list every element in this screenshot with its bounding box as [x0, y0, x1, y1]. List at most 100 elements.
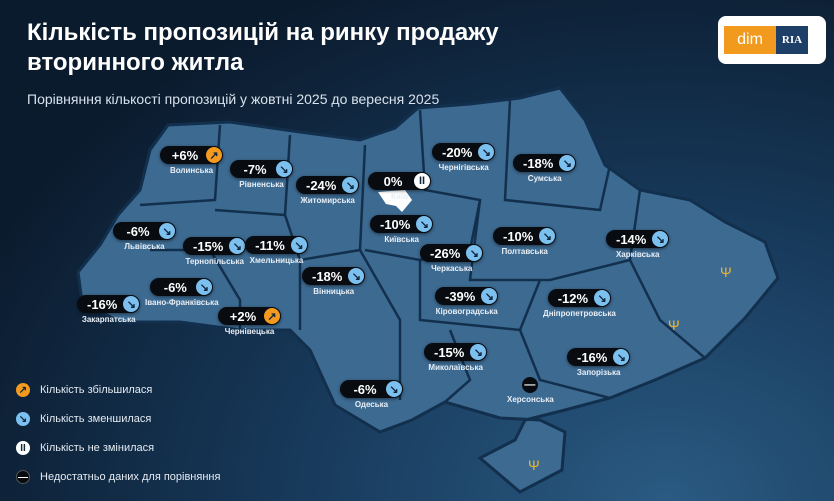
trident-icon: Ψ	[528, 457, 540, 473]
trident-icon: Ψ	[668, 317, 680, 333]
trend-down-icon: ↘	[652, 231, 669, 247]
region-value: +2%	[229, 308, 257, 324]
region-name: Чернівецька	[224, 327, 275, 336]
region-7[interactable]: -15% ↘ Тернопільська	[183, 237, 247, 266]
region-value: -15%	[434, 344, 465, 360]
trend-down-icon: ↘	[613, 349, 630, 365]
region-22[interactable]: — Херсонська	[507, 377, 554, 404]
legend-item: ↗ Кількість збільшилася	[16, 383, 152, 397]
legend-label: Кількість не змінилася	[40, 442, 155, 454]
region-value: -6%	[163, 279, 187, 295]
region-13[interactable]: -18% ↘ Вінницька	[302, 267, 366, 296]
region-name: Харківська	[615, 250, 660, 259]
region-value: -16%	[87, 296, 118, 312]
region-name: Кіровоградська	[435, 307, 498, 316]
region-name: Тернопільська	[185, 257, 244, 266]
region-17[interactable]: -16% ↘ Закарпатська	[77, 295, 141, 324]
region-name: Запорізька	[576, 368, 621, 377]
region-name: Сумська	[527, 174, 562, 183]
region-name: Житомирська	[300, 196, 355, 205]
trend-up-icon: ↗	[264, 308, 280, 324]
region-name: Черкаська	[431, 264, 473, 273]
trend-down-icon: ↘	[481, 288, 498, 304]
region-name: Одеська	[354, 400, 389, 409]
region-value: -10%	[503, 228, 534, 244]
region-name: Київ	[391, 192, 408, 201]
region-1[interactable]: -7% ↘ Рівненська	[230, 160, 293, 189]
region-badge: -16% ↘	[77, 295, 141, 313]
legend-label: Кількість зменшилася	[40, 413, 152, 425]
region-4[interactable]: -20% ↘ Чернігівська	[432, 143, 496, 172]
region-value: -11%	[255, 237, 285, 253]
region-value: -6%	[126, 223, 150, 239]
page-title: Кількість пропозицій на ринку продажу вт…	[27, 19, 499, 76]
region-value: -12%	[557, 290, 589, 306]
trend-down-icon: ↘	[416, 216, 433, 232]
no-data-icon: —	[521, 377, 538, 393]
region-15[interactable]: -12% ↘ Дніпропетровська	[543, 289, 616, 318]
trend-na-icon: —	[16, 470, 30, 484]
region-value: -18%	[312, 268, 343, 284]
trend-down-icon: ↘	[478, 144, 495, 160]
trend-down-icon: ↘	[559, 155, 576, 171]
region-8[interactable]: -11% ↘ Хмельницька	[245, 236, 308, 265]
region-12[interactable]: -14% ↘ Харківська	[606, 230, 670, 259]
region-badge: -26% ↘	[420, 244, 484, 262]
region-11[interactable]: -10% ↘ Полтавська	[493, 227, 557, 256]
region-value: -15%	[193, 238, 224, 254]
trend-down-icon: ↘	[594, 290, 611, 306]
region-value: 0%	[383, 173, 403, 189]
region-name: Рівненська	[239, 180, 284, 189]
region-badge: -10% ↘	[370, 215, 434, 233]
logo-ria: RIA	[776, 26, 808, 54]
region-badge: -18% ↘	[302, 267, 366, 285]
region-badge: -12% ↘	[547, 289, 612, 307]
legend-item: — Недостатньо даних для порівняння	[16, 470, 220, 484]
trend-same-icon: II	[16, 441, 30, 455]
region-badge: -14% ↘	[606, 230, 670, 248]
region-name: Львівська	[124, 242, 165, 251]
region-19[interactable]: -15% ↘ Миколаївська	[424, 343, 488, 372]
region-value: +6%	[171, 147, 199, 163]
dimria-logo[interactable]: dim RIA	[718, 16, 826, 64]
region-21[interactable]: -6% ↘ Одеська	[340, 380, 403, 409]
region-name: Волинська	[169, 166, 214, 175]
region-name: Київська	[384, 235, 419, 244]
region-16[interactable]: -6% ↘ Івано-Франківська	[145, 278, 219, 307]
region-name: Миколаївська	[428, 363, 483, 372]
region-name: Вінницька	[313, 287, 355, 296]
region-badge: -7% ↘	[230, 160, 293, 178]
trend-down-icon: ↘	[291, 237, 307, 253]
region-badge: -11% ↘	[245, 236, 308, 254]
region-2[interactable]: -24% ↘ Житомирська	[296, 176, 360, 205]
trend-down-icon: ↘	[159, 223, 175, 239]
legend-item: II Кількість не змінилася	[16, 441, 154, 455]
region-3[interactable]: 0% II Київ	[368, 172, 431, 201]
region-10[interactable]: -26% ↘ Черкаська	[420, 244, 484, 273]
region-badge: -6% ↘	[150, 278, 214, 296]
trend-down-icon: ↘	[539, 228, 556, 244]
trend-down-icon: ↘	[123, 296, 140, 312]
trend-same-icon: II	[414, 173, 430, 189]
region-value: -6%	[353, 381, 377, 397]
region-badge: -10% ↘	[493, 227, 557, 245]
region-badge: -6% ↘	[113, 222, 176, 240]
trend-up-icon: ↗	[206, 147, 222, 163]
region-name: Закарпатська	[81, 315, 136, 324]
trend-down-icon: ↘	[342, 177, 359, 193]
region-5[interactable]: -18% ↘ Сумська	[513, 154, 577, 183]
region-6[interactable]: -6% ↘ Львівська	[113, 222, 176, 251]
region-0[interactable]: +6% ↗ Волинська	[160, 146, 223, 175]
region-value: -20%	[442, 144, 473, 160]
region-9[interactable]: -10% ↘ Київська	[370, 215, 434, 244]
region-value: -39%	[445, 288, 476, 304]
trend-down-icon: ↘	[229, 238, 246, 254]
region-20[interactable]: -16% ↘ Запорізька	[567, 348, 631, 377]
region-18[interactable]: +2% ↗ Чернівецька	[218, 307, 281, 336]
region-badge: 0% II	[368, 172, 431, 190]
region-value: -10%	[380, 216, 411, 232]
region-borders	[139, 99, 706, 403]
region-14[interactable]: -39% ↘ Кіровоградська	[435, 287, 499, 316]
trend-down-icon: ↘	[196, 279, 213, 295]
